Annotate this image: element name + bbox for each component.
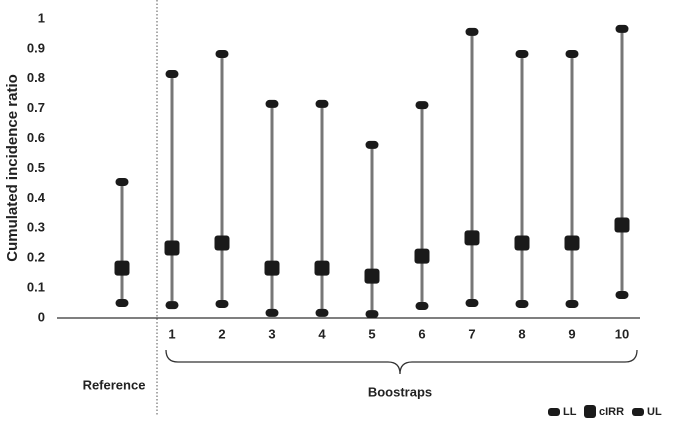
limit-marker — [365, 140, 379, 149]
y-tick-label: 0.3 — [27, 220, 45, 235]
y-tick-label: 0.2 — [27, 250, 45, 265]
y-tick-label: 0.4 — [27, 190, 46, 205]
group-label: Boostraps — [368, 384, 432, 399]
x-tick-label: 2 — [218, 326, 225, 341]
limit-marker — [415, 101, 429, 110]
y-tick-label: 0.1 — [27, 280, 45, 295]
legend-swatch — [632, 408, 644, 416]
point-marker — [514, 235, 530, 251]
limit-marker — [615, 290, 629, 299]
limit-marker — [215, 299, 229, 308]
y-tick-label: 0.8 — [27, 70, 45, 85]
limit-marker — [515, 49, 529, 58]
x-tick-label: 7 — [468, 326, 475, 341]
point-marker — [264, 260, 280, 276]
limit-marker — [165, 70, 179, 79]
y-tick-label: 0 — [38, 309, 45, 324]
y-tick-label: 0.7 — [27, 100, 45, 115]
point-marker — [214, 235, 230, 251]
category-label: Reference — [83, 377, 146, 392]
limit-marker — [265, 99, 279, 108]
point-marker — [364, 268, 380, 284]
legend-label: LL — [563, 406, 577, 418]
x-tick-label: 4 — [318, 326, 326, 341]
y-tick-label: 0.9 — [27, 40, 45, 55]
legend-swatch — [548, 408, 560, 416]
x-tick-label: 9 — [568, 326, 575, 341]
y-axis-label: Cumulated incidence ratio — [4, 74, 21, 262]
limit-marker — [315, 308, 329, 317]
x-tick-label: 6 — [418, 326, 425, 341]
x-tick-label: 10 — [615, 326, 629, 341]
limit-marker — [315, 99, 329, 108]
point-marker — [164, 240, 180, 256]
point-marker — [464, 230, 480, 246]
limit-marker — [115, 177, 129, 186]
x-tick-label: 1 — [168, 326, 175, 341]
limit-marker — [165, 301, 179, 310]
y-tick-label: 1 — [38, 10, 45, 25]
x-tick-label: 3 — [268, 326, 275, 341]
legend-swatch — [584, 405, 596, 418]
limit-marker — [515, 299, 529, 308]
point-marker — [564, 235, 580, 251]
x-tick-label: 8 — [518, 326, 525, 341]
legend-label: UL — [647, 406, 662, 418]
y-tick-label: 0.5 — [27, 160, 45, 175]
x-tick-label: 5 — [368, 326, 375, 341]
point-marker — [614, 217, 630, 233]
limit-marker — [215, 49, 229, 58]
legend-label: cIRR — [599, 406, 624, 418]
limit-marker — [565, 299, 579, 308]
limit-marker — [465, 299, 479, 308]
limit-marker — [365, 310, 379, 319]
limit-marker — [615, 24, 629, 33]
point-marker — [414, 248, 430, 264]
limit-marker — [115, 299, 129, 308]
y-tick-label: 0.6 — [27, 130, 45, 145]
point-marker — [114, 260, 130, 276]
group-brace — [165, 349, 638, 375]
point-marker — [314, 260, 330, 276]
limit-marker — [465, 27, 479, 36]
limit-marker — [265, 308, 279, 317]
limit-marker — [415, 302, 429, 311]
limit-marker — [565, 49, 579, 58]
